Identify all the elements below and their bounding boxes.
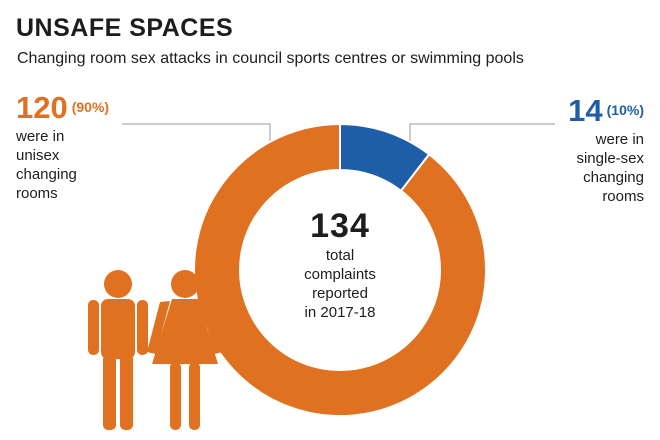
center-line-4: in 2017-18 <box>304 304 376 321</box>
unisex-line-3: changing <box>16 166 77 183</box>
single-sex-line-1: were in <box>595 131 644 148</box>
donut-slices <box>193 122 487 417</box>
male-figure-icon <box>88 270 148 430</box>
donut-center-label: 134 total complaints reported in 2017-18 <box>260 208 420 322</box>
donut-slice-unisex <box>193 122 487 417</box>
chart-title: UNSAFE SPACES <box>16 14 234 42</box>
center-line-2: complaints <box>304 266 376 283</box>
single-sex-line-4: rooms <box>602 188 644 205</box>
unisex-percent: (90%) <box>71 99 110 115</box>
center-line-1: total <box>325 247 355 264</box>
single-sex-callout: 14 (10%) were in single-sex changing room… <box>534 95 644 206</box>
center-line-3: reported <box>312 285 368 302</box>
chart-subtitle: Changing room sex attacks in council spo… <box>17 50 524 67</box>
single-sex-description: were in single-sex changing rooms <box>534 130 644 206</box>
left-leader-line <box>122 123 271 145</box>
right-leader-line <box>409 123 555 143</box>
unisex-callout: 120 (90%) were in unisex changing rooms <box>16 92 126 203</box>
unisex-description: were in unisex changing rooms <box>16 127 126 203</box>
unisex-line-2: unisex <box>16 147 60 164</box>
single-sex-percent: (10%) <box>606 102 644 118</box>
female-figure-icon <box>147 270 223 430</box>
unisex-line-1: were in <box>16 128 65 145</box>
unisex-line-4: rooms <box>16 185 58 202</box>
total-complaints: 134 <box>310 207 370 245</box>
single-sex-line-3: changing <box>583 169 644 186</box>
single-sex-count: 14 <box>568 93 603 128</box>
unisex-count: 120 <box>16 90 68 125</box>
single-sex-line-2: single-sex <box>576 150 644 167</box>
